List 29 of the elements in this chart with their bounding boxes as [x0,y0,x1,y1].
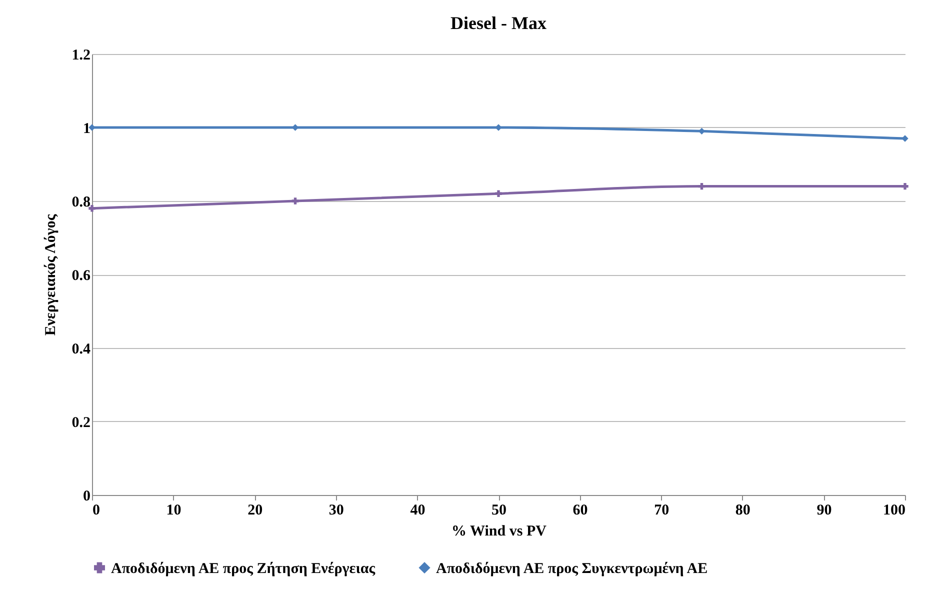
x-tick-label: 20 [248,502,263,518]
point [292,198,299,204]
x-tick-label: 50 [492,502,506,518]
point [902,182,908,190]
legend-label: Αποδιδόμενη ΑΕ προς Ζήτηση Ενέργειας [111,560,376,577]
x-tick-label: 80 [735,502,750,518]
point [495,124,502,131]
x-axis-title: % Wind vs PV [452,524,547,540]
point [698,182,706,190]
x-tick-label: 70 [654,502,670,518]
y-tick-label: 0.6 [72,268,91,284]
x-tick-label: 30 [328,502,344,518]
x-tick-label: 40 [410,502,426,518]
y-tick-label: 0 [83,488,90,504]
x-tick-label: 100 [883,502,906,518]
y-tick-label: 1 [83,121,90,137]
x-tick-label: 90 [816,502,832,518]
y-tick-label: 0.8 [72,194,90,210]
legend-label: Αποδιδόμενη ΑΕ προς Συγκεντρωμένη ΑΕ [436,560,708,577]
y-tick-label: 1.2 [72,48,90,64]
point [902,135,908,142]
x-tick-label: 60 [572,502,588,518]
point [495,190,502,198]
y-tick-label: 0.4 [72,342,91,358]
point [88,204,96,212]
y-tick-label: 0.2 [72,415,90,431]
y-axis-title: Ενεργειακός Λόγος [42,214,59,336]
chart-title: Diesel - Max [450,13,546,33]
x-tick-label: 10 [166,502,182,518]
